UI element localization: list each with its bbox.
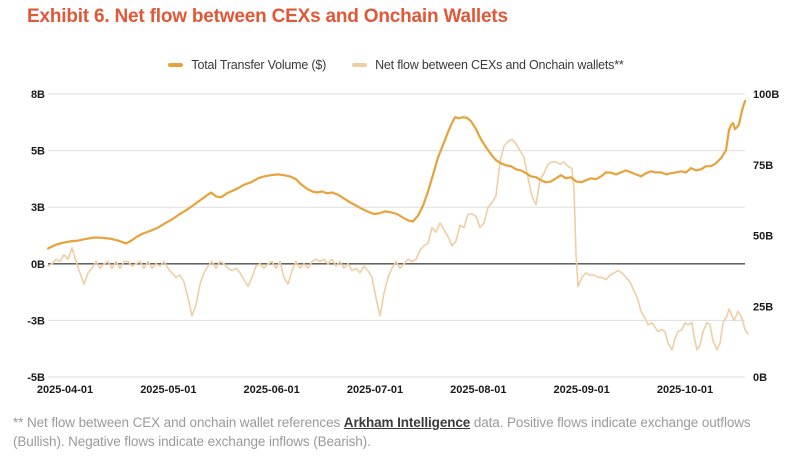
y-axis-left-tick: -5B — [27, 372, 45, 384]
chart-footnote: ** Net flow between CEX and onchain wall… — [13, 413, 785, 451]
x-axis-tick: 2025-10-01 — [657, 384, 713, 396]
series-net-flow-line — [47, 138, 749, 351]
x-axis-tick: 2025-09-01 — [554, 384, 610, 396]
y-axis-right-tick: 50B — [753, 231, 773, 243]
footnote-line-1: ** Net flow between CEX and onchain wall… — [13, 413, 785, 432]
x-axis-tick: 2025-08-01 — [450, 384, 506, 396]
y-axis-right-tick: 0B — [753, 372, 767, 384]
arkham-intelligence-link[interactable]: Arkham Intelligence — [343, 415, 471, 430]
y-axis-right-tick: 75B — [753, 160, 773, 172]
legend-item-net-flow: Net flow between CEXs and Onchain wallet… — [352, 58, 624, 72]
x-axis-tick: 2025-06-01 — [244, 384, 300, 396]
chart-legend: Total Transfer Volume ($) Net flow betwee… — [0, 58, 792, 72]
x-axis-tick: 2025-07-01 — [347, 384, 403, 396]
legend-label: Total Transfer Volume ($) — [191, 58, 327, 72]
series-total-transfer-volume-line — [46, 99, 747, 250]
y-axis-left-tick: 5B — [31, 146, 45, 158]
legend-item-total-transfer-volume: Total Transfer Volume ($) — [168, 58, 326, 72]
legend-swatch-icon — [352, 63, 368, 67]
legend-label: Net flow between CEXs and Onchain wallet… — [375, 58, 624, 72]
legend-swatch-icon — [168, 63, 184, 67]
y-axis-left-tick: -3B — [27, 315, 45, 327]
axis-labels: 8B 5B 3B 0B -3B -5B 100B 75B 50B 25B 0B 2025-04-01 2… — [27, 89, 779, 396]
y-axis-left-tick: 0B — [31, 259, 45, 271]
page-title: Exhibit 6. Net flow between CEXs and Onc… — [27, 6, 508, 27]
footnote-text-before: ** Net flow between CEX and onchain wall… — [13, 415, 344, 430]
x-axis-tick: 2025-05-01 — [140, 384, 196, 396]
y-axis-right-tick: 100B — [753, 89, 779, 101]
x-axis-tick: 2025-04-01 — [37, 384, 93, 396]
y-axis-left-tick: 3B — [31, 202, 45, 214]
footnote-line-2: (Bullish). Negative flows indicate excha… — [13, 434, 371, 449]
gridlines — [48, 93, 745, 378]
footnote-text-after: data. Positive flows indicate exchange o… — [470, 415, 751, 430]
y-axis-right-tick: 25B — [753, 301, 773, 313]
y-axis-left-tick: 8B — [31, 89, 45, 101]
